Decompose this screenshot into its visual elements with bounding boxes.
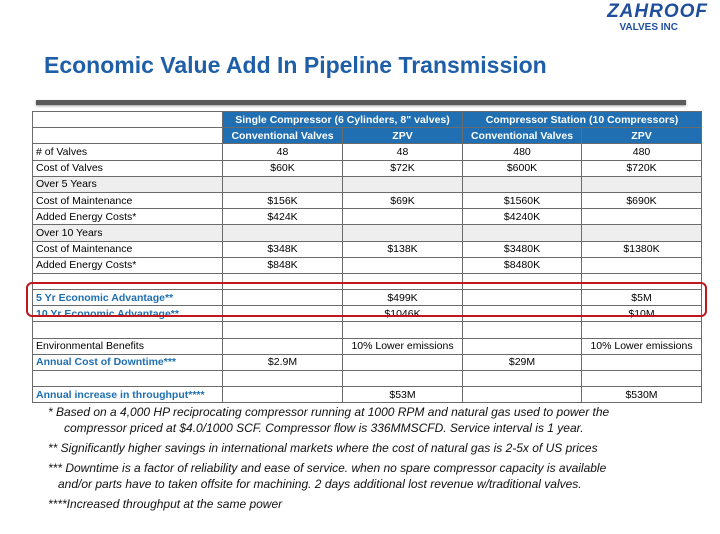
row-spacer [32,369,703,388]
table-cell [222,224,343,242]
table-cell [581,256,703,274]
group-header-station: Compressor Station (10 Compressors) [462,110,703,129]
table-cell [462,175,583,193]
section-label: Over 10 Years [32,224,223,242]
sub-header: ZPV [341,127,464,145]
table-cell: $53M [341,386,464,404]
footnote: *** Downtime is a factor of reliability … [48,460,688,492]
table-cell [581,175,703,193]
table-cell [341,208,464,226]
table-cell: $424K [222,208,343,226]
table-cell: $156K [222,191,343,210]
table-cell: $2.9M [222,353,343,372]
slide-title: Economic Value Add In Pipeline Transmiss… [44,52,547,78]
table-row: Cost of Valves $60K $72K $600K $720K [32,159,703,177]
footnote-line: and/or parts have to taken offsite for m… [58,477,582,491]
table-cell: $8480K [462,256,583,274]
row-label: Environmental Benefits [32,337,223,355]
table-cell: 48 [222,143,343,161]
sub-header: Conventional Valves [462,127,583,145]
table-cell [222,175,343,193]
row-label: Cost of Maintenance [32,240,223,258]
footnote: * Based on a 4,000 HP reciprocating comp… [48,404,688,436]
sub-header-row: Conventional Valves ZPV Conventional Val… [32,127,703,145]
row-spacer [32,272,703,291]
economic-value-table: Single Compressor (6 Cylinders, 8" valve… [32,110,703,404]
table-cell [222,386,343,404]
table-row: Annual increase in throughput**** $53M $… [32,386,703,404]
row-label: Cost of Maintenance [32,191,223,210]
advantage-highlight-box [26,282,707,317]
table-row: Environmental Benefits 10% Lower emissio… [32,337,703,355]
table-cell [581,353,703,372]
footnote: ** Significantly higher savings in inter… [48,440,688,456]
table-cell [341,175,464,193]
table-cell [462,386,583,404]
table-cell [341,256,464,274]
footnote-line: * Based on a 4,000 HP reciprocating comp… [48,405,610,419]
table-row: Annual Cost of Downtime*** $2.9M $29M [32,353,703,372]
table-row: Added Energy Costs* $848K $8480K [32,256,703,274]
table-cell [462,337,583,355]
table-row: # of Valves 48 48 480 480 [32,143,703,161]
company-logo: ZAHROOF VALVES INC [607,1,708,34]
table-cell: $60K [222,159,343,177]
footnote-line: *** Downtime is a factor of reliability … [48,461,607,475]
table-cell: 480 [462,143,583,161]
footnote: ****Increased throughput at the same pow… [48,496,688,512]
table-cell [581,224,703,242]
row-label: Added Energy Costs* [32,208,223,226]
footnotes: * Based on a 4,000 HP reciprocating comp… [48,404,688,516]
row-label: Annual increase in throughput**** [32,386,223,404]
table-cell: $348K [222,240,343,258]
section-label: Over 5 Years [32,175,223,193]
table-cell [341,353,464,372]
row-spacer [32,321,703,339]
table-cell: $1560K [462,191,583,210]
title-divider [36,100,686,105]
footnote-line: compressor priced at $4.0/1000 SCF. Comp… [64,421,584,435]
section-row: Over 5 Years [32,175,703,193]
table-cell: $690K [581,191,703,210]
table-cell: $69K [341,191,464,210]
sub-header: ZPV [581,127,703,145]
group-header-single: Single Compressor (6 Cylinders, 8" valve… [221,110,464,129]
table-cell: $4240K [462,208,583,226]
section-row: Over 10 Years [32,224,703,242]
table-cell [581,208,703,226]
table-cell: $1380K [581,240,703,258]
row-label: Cost of Valves [32,159,223,177]
logo-subtitle: VALVES INC [619,22,678,33]
table-cell: 48 [341,143,464,161]
sub-header: Conventional Valves [222,127,343,145]
footnote-line: ****Increased throughput at the same pow… [48,497,283,511]
table-row: Cost of Maintenance $348K $138K $3480K $… [32,240,703,258]
table-cell [462,224,583,242]
advantage-row: 5 Yr Economic Advantage** $499K $5M [32,289,703,307]
footnote-line: ** Significantly higher savings in inter… [48,441,598,455]
table-row: Cost of Maintenance $156K $69K $1560K $6… [32,191,703,210]
table-cell: $848K [222,256,343,274]
table-cell: 10% Lower emissions [341,337,464,355]
table-cell: 10% Lower emissions [581,337,703,355]
table-cell: $720K [581,159,703,177]
row-label: Added Energy Costs* [32,256,223,274]
row-label: # of Valves [32,143,223,161]
table-cell: 480 [581,143,703,161]
table-cell: $29M [462,353,583,372]
table-cell: $499K [341,289,464,307]
table-cell: $600K [462,159,583,177]
table-cell: $138K [341,240,464,258]
logo-name: ZAHROOF [607,1,708,22]
row-label: Annual Cost of Downtime*** [32,353,223,372]
table-cell [341,224,464,242]
table-cell: $530M [581,386,703,404]
table-cell [222,337,343,355]
table-row: Added Energy Costs* $424K $4240K [32,208,703,226]
table-cell: $72K [341,159,464,177]
group-header-row: Single Compressor (6 Cylinders, 8" valve… [32,110,703,129]
table-cell: $3480K [462,240,583,258]
